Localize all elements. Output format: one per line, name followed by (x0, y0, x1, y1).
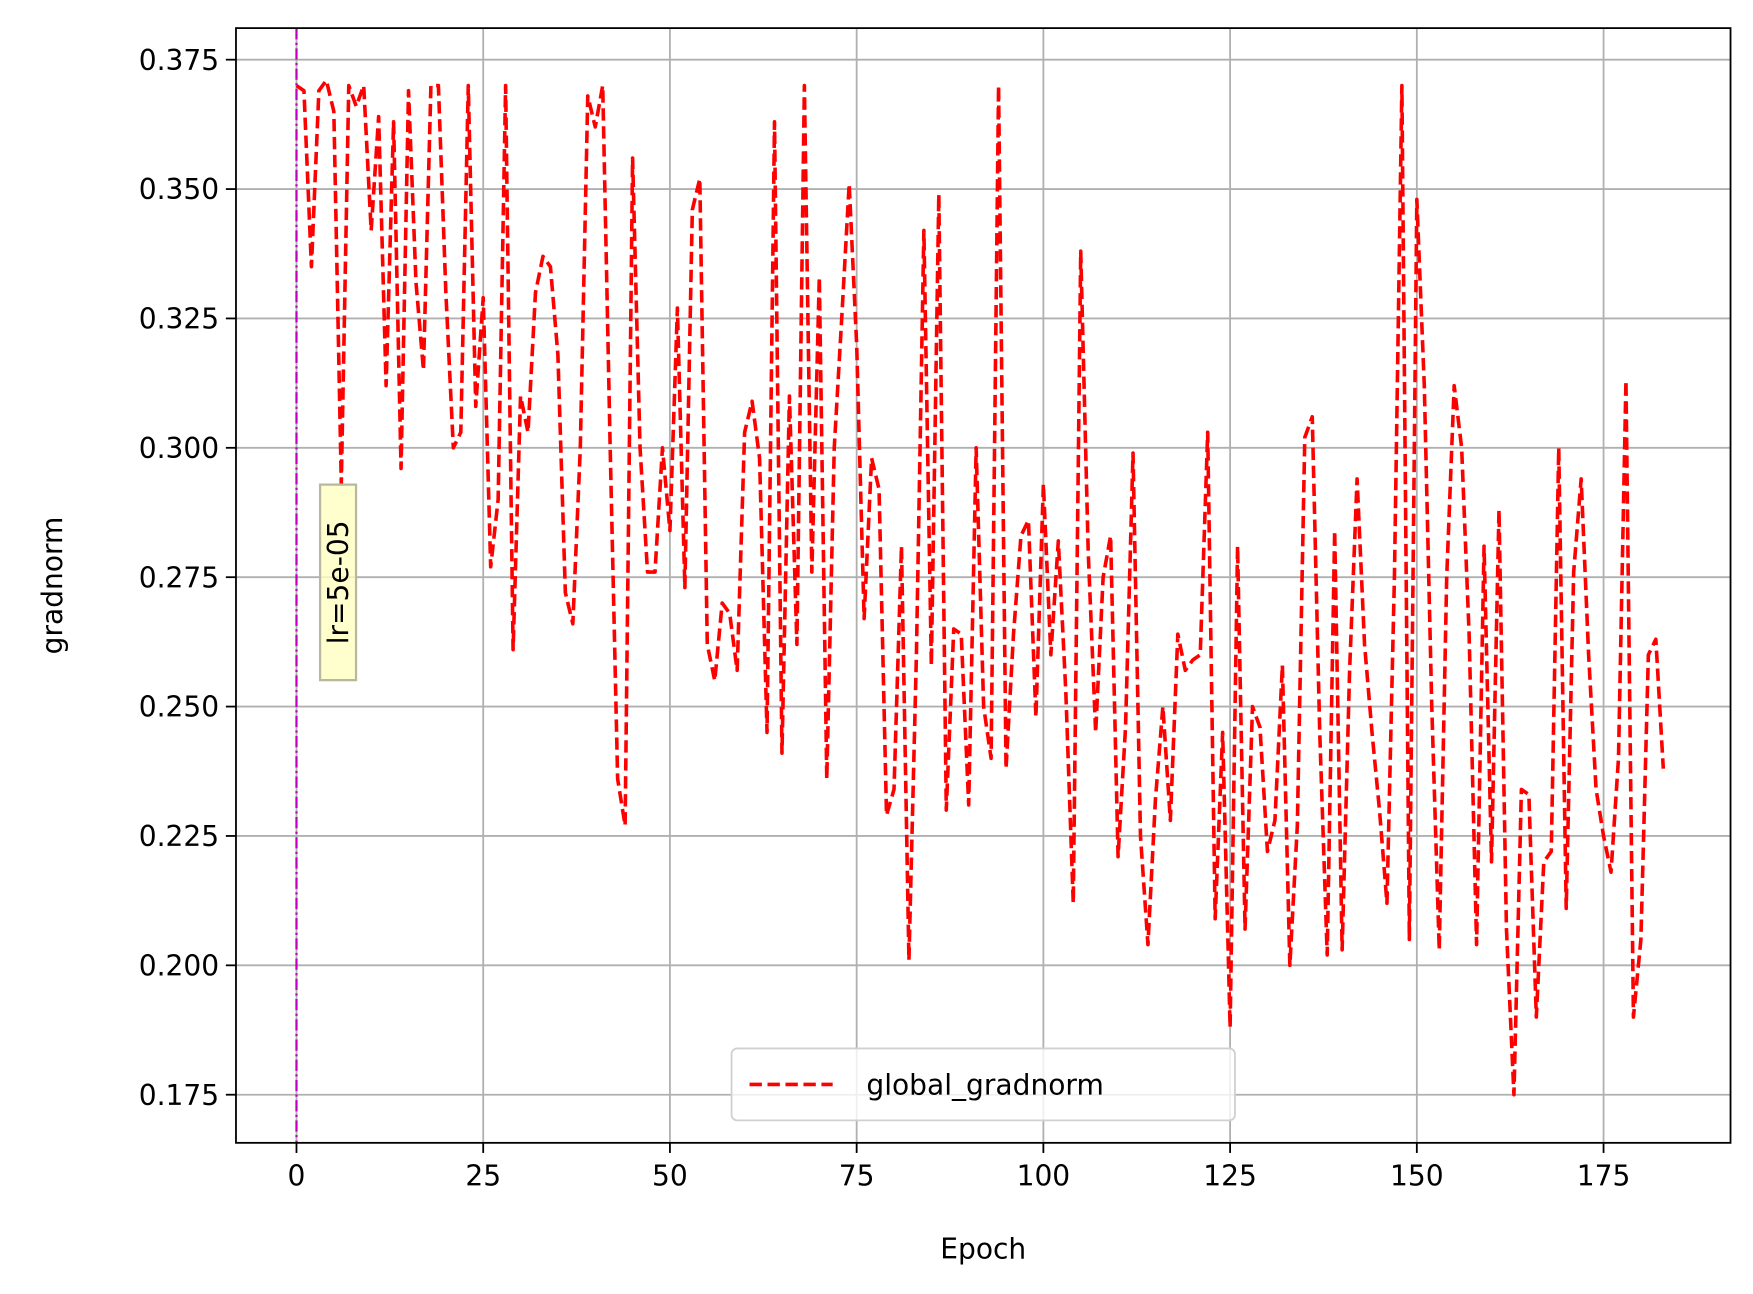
y-tick-label: 0.275 (139, 561, 219, 594)
x-tick-label: 0 (288, 1160, 306, 1193)
annotation-box (318, 483, 358, 682)
series-line (295, 78, 1666, 1097)
legend-label: global_gradnorm (866, 1069, 1103, 1102)
y-tick-label: 0.350 (139, 173, 219, 206)
x-axis-label: Epoch (940, 1233, 1026, 1266)
x-tick-label: 75 (839, 1160, 875, 1193)
y-tick-label: 0.250 (139, 691, 219, 724)
y-tick-label: 0.200 (139, 949, 219, 982)
x-tick-label: 125 (1203, 1160, 1257, 1193)
x-tick-label: 175 (1577, 1160, 1631, 1193)
annotation: lr=5e-05 (322, 520, 355, 644)
x-tick-label: 25 (465, 1160, 501, 1193)
y-tick-label: 0.225 (139, 820, 219, 853)
y-tick-label: 0.175 (139, 1079, 219, 1112)
y-axis-label: gradnorm (36, 517, 69, 655)
y-tick-label: 0.325 (139, 303, 219, 336)
y-tick-label: 0.375 (139, 44, 219, 77)
x-tick-label: 150 (1390, 1160, 1444, 1193)
plot-frame (235, 27, 1732, 1144)
legend-box (730, 1047, 1236, 1122)
x-tick-label: 50 (652, 1160, 688, 1193)
y-tick-label: 0.300 (139, 432, 219, 465)
x-tick-label: 100 (1017, 1160, 1071, 1193)
